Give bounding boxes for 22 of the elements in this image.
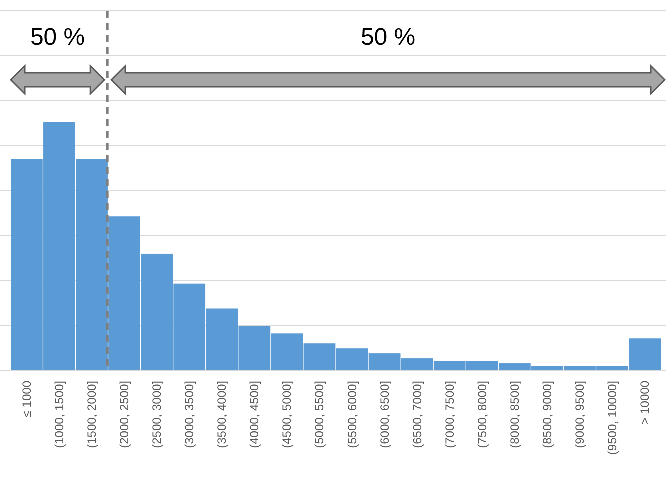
text: 50 %: [30, 24, 86, 51]
x-tick-label: (6000, 6500]: [378, 381, 392, 448]
x-tick-label: (5000, 5500]: [312, 381, 327, 448]
text: 50 %: [360, 24, 416, 51]
x-tick-label: (5500, 6000]: [345, 381, 360, 448]
x-tick-label: (9500, 10000]: [606, 381, 620, 456]
x-tick-label: (6500, 7000]: [410, 381, 424, 448]
x-tick-label: (7000, 7500]: [442, 381, 457, 448]
x-tick-label: (4000, 4500]: [248, 381, 262, 448]
x-tick-label: > 10000: [638, 380, 652, 425]
x-tick-label: (8000, 8500]: [508, 381, 522, 448]
x-tick-label: (3000, 3500]: [182, 381, 197, 448]
x-tick-label: (8500, 9000]: [540, 381, 554, 448]
x-tick-label: (2500, 3000]: [150, 381, 164, 448]
x-tick-label: (9000, 9500]: [572, 381, 587, 448]
x-tick-label: (1000, 1500]: [52, 381, 66, 448]
x-tick-label: (7500, 8000]: [475, 381, 490, 448]
x-tick-label: ≤ 1000: [20, 380, 34, 418]
x-tick-label: (2000, 2500]: [118, 381, 132, 448]
x-tick-label: (3500, 4000]: [215, 381, 230, 448]
x-tick-label: (1500, 2000]: [85, 381, 100, 448]
x-tick-label: (4500, 5000]: [280, 381, 294, 448]
